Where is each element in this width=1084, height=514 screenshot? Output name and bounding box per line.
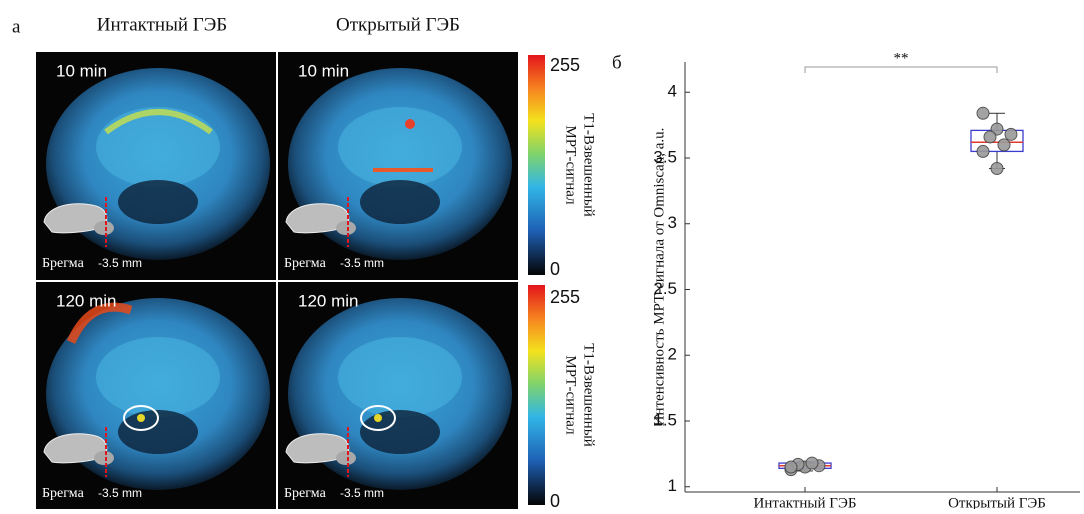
bregma-value: -3.5 mm — [340, 256, 384, 270]
y-axis-label: Интенсивность МРТ-сигнала от Omniscan, a… — [651, 128, 667, 427]
brain-core — [338, 107, 462, 187]
x-tick-label: Интактный ГЭБ — [754, 495, 857, 509]
brain-core — [338, 337, 462, 417]
y-tick-label: 1 — [668, 476, 677, 495]
y-tick-label: 4 — [668, 82, 677, 101]
box-plot: 1 1.5 2 2.5 3 3.5 4 Интактный ГЭБ Открытый ГЭБ ** — [653, 50, 1080, 509]
bregma-value: -3.5 mm — [98, 256, 142, 270]
time-label: 10 min — [298, 61, 349, 80]
colorbar-title: T1-Взвешенный — [581, 113, 597, 217]
mri-images: 10 min Брегма -3.5 mm 10 min Брегма -3.5 mm 12… — [36, 52, 518, 509]
y-tick-label: 3.5 — [653, 147, 677, 166]
colorbar — [528, 285, 545, 505]
colorbar-max: 255 — [550, 55, 580, 75]
bregma-value: -3.5 mm — [98, 486, 142, 500]
time-label: 120 min — [298, 291, 358, 310]
dark-ventricle — [360, 180, 440, 224]
colorbar-title: МРТ-сигнал — [563, 355, 579, 435]
point — [806, 457, 818, 469]
brain-core — [96, 337, 220, 417]
bregma-value: -3.5 mm — [340, 486, 384, 500]
panel-label: а — [12, 16, 21, 37]
point — [785, 461, 797, 473]
colorbar-max: 255 — [550, 287, 580, 307]
figure: а Интактный ГЭБ Открытый ГЭБ 10 min Брегм… — [0, 0, 1084, 509]
point — [998, 139, 1010, 151]
bregma-label: Брегма — [284, 486, 327, 501]
column-title: Открытый ГЭБ — [336, 14, 460, 35]
significance: ** — [894, 50, 909, 66]
point — [1005, 128, 1017, 140]
dark-ventricle — [360, 410, 440, 454]
y-tick-label: 1.5 — [653, 410, 677, 429]
time-label: 10 min — [56, 61, 107, 80]
y-tick-label: 2.5 — [653, 279, 677, 298]
panel-label: б — [612, 52, 622, 73]
signal — [405, 119, 415, 129]
column-title: Интактный ГЭБ — [97, 14, 227, 35]
bregma-label: Брегма — [284, 256, 327, 271]
point — [977, 107, 989, 119]
brain-core — [96, 107, 220, 187]
point — [991, 163, 1003, 175]
y-tick-label: 3 — [668, 213, 677, 232]
point — [977, 145, 989, 157]
bregma-label: Брегма — [42, 256, 85, 271]
point — [984, 131, 996, 143]
y-tick-label: 2 — [668, 345, 677, 364]
colorbar-min: 0 — [550, 259, 560, 279]
x-tick-label: Открытый ГЭБ — [948, 495, 1046, 509]
colorbar-min: 0 — [550, 491, 560, 509]
colorbar-title: T1-Взвешенный — [581, 343, 597, 447]
time-label: 120 min — [56, 291, 116, 310]
signal — [137, 414, 145, 422]
significance-bracket — [805, 67, 997, 73]
bregma-label: Брегма — [42, 486, 85, 501]
dark-ventricle — [118, 180, 198, 224]
signal — [374, 414, 382, 422]
colorbar — [528, 55, 545, 275]
colorbar-title: МРТ-сигнал — [563, 125, 579, 205]
